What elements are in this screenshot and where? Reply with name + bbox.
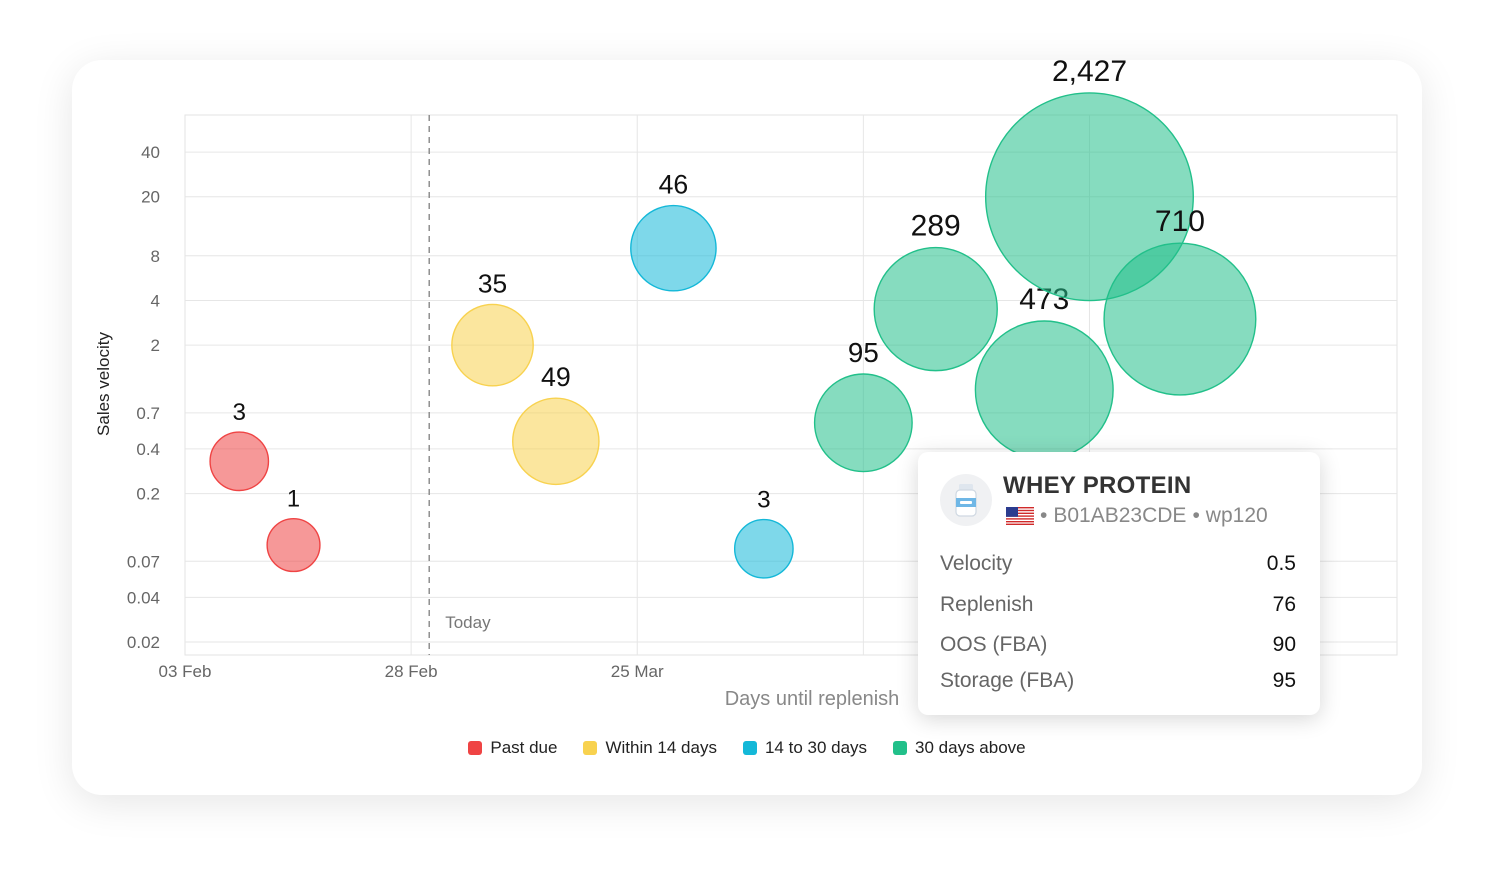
bubble-label: 35 [478, 268, 507, 298]
bubble [630, 204, 717, 292]
bubble-label: 3 [757, 487, 771, 514]
legend-swatch-30-days-above [893, 741, 908, 755]
tooltip-row-label: OOS (FBA) [940, 633, 1048, 656]
y-tick-label: 0.04 [127, 588, 160, 607]
tooltip-row-velocity: Velocity 0.5 [940, 552, 1296, 576]
y-tick-label: 4 [151, 291, 160, 310]
x-tick-label: 25 Mar [611, 662, 664, 681]
bubble-label: 95 [848, 337, 879, 368]
x-tick-label: 03 Feb [159, 662, 212, 681]
bubble [209, 431, 270, 492]
legend-item-past-due[interactable]: Past due [468, 738, 557, 758]
bubble-label: 2,427 [1052, 55, 1127, 88]
bubble [512, 397, 600, 486]
y-tick-label: 0.4 [136, 440, 160, 459]
tooltip-row-replenish: Replenish 76 [940, 593, 1296, 617]
legend-swatch-14-to-30-days [742, 741, 757, 755]
y-tick-label: 0.02 [127, 633, 160, 652]
product-asin: B01AB23CDE [1053, 504, 1187, 527]
today-label: Today [445, 613, 491, 632]
legend-item-30-days-above[interactable]: 30 days above [893, 738, 1026, 758]
legend-swatch-within-14-days [583, 741, 598, 755]
bubble-label: 46 [659, 170, 689, 200]
tooltip-row-value: 90 [1272, 633, 1296, 656]
legend-swatch-past-due [468, 741, 483, 755]
y-tick-label: 8 [151, 247, 160, 266]
bubble [873, 246, 998, 372]
y-axis-title: Sales velocity [94, 332, 113, 436]
legend-label-30-days-above: 30 days above [915, 738, 1026, 757]
legend-label-14-to-30-days: 14 to 30 days [764, 738, 868, 757]
separator-dot: • [1192, 504, 1200, 527]
bubble [733, 518, 794, 579]
supplement-jar-icon [955, 484, 977, 517]
tooltip-row-label: Storage (FBA) [940, 669, 1075, 692]
bubble-label: 3 [233, 399, 247, 426]
legend-item-14-to-30-days[interactable]: 14 to 30 days [742, 738, 868, 758]
bubble [1103, 242, 1257, 396]
tooltip-row-label: Replenish [940, 593, 1034, 616]
product-sku: wp120 [1205, 504, 1268, 527]
product-tooltip: WHEY PROTEIN • B01AB23CDE • wp120 Veloci… [918, 452, 1320, 715]
bubble-label: 49 [541, 362, 571, 392]
legend: Past due Within 14 days 14 to 30 days 30… [0, 738, 1494, 758]
legend-label-within-14-days: Within 14 days [605, 738, 717, 757]
bubble [813, 373, 913, 473]
separator-dot: • [1040, 504, 1048, 527]
tooltip-row-label: Velocity [940, 552, 1013, 575]
y-tick-label: 40 [141, 143, 160, 162]
product-title: WHEY PROTEIN [1003, 472, 1192, 499]
us-flag-icon [1006, 507, 1034, 525]
bubble [451, 303, 534, 387]
tooltip-row-value: 76 [1272, 593, 1296, 616]
legend-item-within-14-days[interactable]: Within 14 days [583, 738, 717, 758]
tooltip-row-value: 0.5 [1266, 552, 1296, 575]
bubble-label: 289 [911, 210, 961, 243]
bubble-label: 710 [1155, 205, 1205, 238]
tooltip-row-storage-fba: Storage (FBA) 95 [940, 669, 1296, 693]
y-tick-label: 0.07 [127, 552, 160, 571]
bubble [266, 517, 321, 573]
x-axis-title: Days until replenish [725, 688, 900, 710]
y-tick-label: 2 [151, 336, 160, 355]
product-identifiers: • B01AB23CDE • wp120 [1006, 504, 1268, 528]
tooltip-row-value: 95 [1272, 669, 1296, 692]
y-tick-label: 0.7 [136, 404, 160, 423]
tooltip-row-oos-fba: OOS (FBA) 90 [940, 633, 1296, 657]
x-tick-label: 28 Feb [385, 662, 438, 681]
bubble [974, 320, 1114, 460]
y-tick-label: 0.2 [136, 485, 160, 504]
bubble [984, 92, 1194, 302]
bubble-label: 1 [287, 486, 300, 513]
y-tick-label: 20 [141, 188, 160, 207]
plot-area-border [184, 114, 1398, 656]
product-avatar [940, 474, 992, 526]
legend-label-past-due: Past due [490, 738, 558, 757]
